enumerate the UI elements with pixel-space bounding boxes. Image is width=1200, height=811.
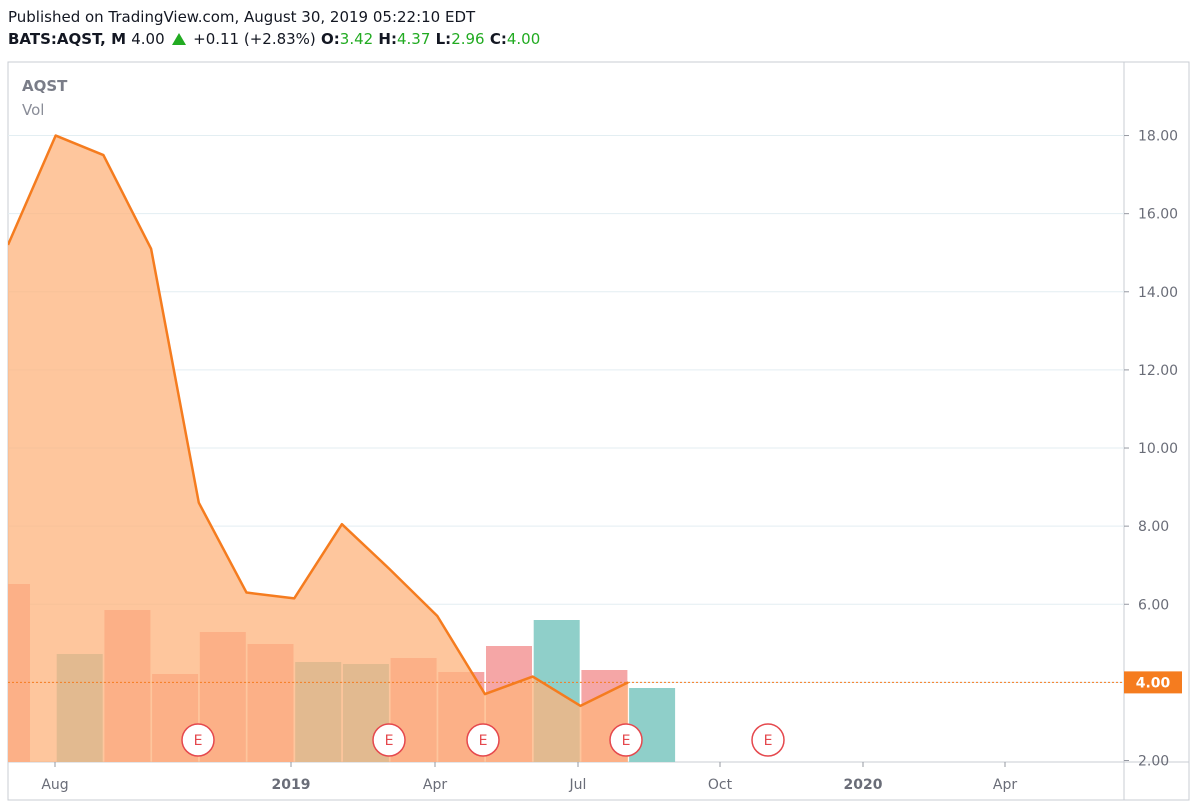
y-tick-label: 16.00 bbox=[1138, 207, 1178, 223]
last-price: 4.00 bbox=[131, 30, 165, 48]
y-tick-label: 2.00 bbox=[1138, 754, 1169, 770]
symbol-label: BATS:AQST, M bbox=[8, 30, 127, 48]
open-label: O: bbox=[321, 30, 340, 48]
up-arrow-icon bbox=[171, 33, 186, 45]
x-tick-label: Jul bbox=[569, 777, 587, 793]
y-tick-label: 18.00 bbox=[1138, 129, 1178, 145]
price-change: +0.11 (+2.83%) bbox=[193, 30, 316, 48]
x-tick-label: Oct bbox=[708, 777, 733, 793]
earnings-marker-label: E bbox=[622, 733, 631, 749]
earnings-marker-label: E bbox=[194, 733, 203, 749]
earnings-marker[interactable] bbox=[751, 723, 785, 757]
y-tick-label: 6.00 bbox=[1138, 597, 1169, 613]
close-label: C: bbox=[489, 30, 507, 48]
price-area bbox=[8, 135, 629, 762]
chart-header: Published on TradingView.com, August 30,… bbox=[8, 6, 1188, 50]
legend-symbol: AQST bbox=[22, 77, 68, 95]
price-line[interactable] bbox=[8, 134, 629, 708]
x-tick-label: 2020 bbox=[844, 777, 883, 793]
earnings-marker-label: E bbox=[479, 733, 488, 749]
earnings-marker-label: E bbox=[764, 733, 773, 749]
open-value: 3.42 bbox=[339, 30, 374, 48]
high-value: 4.37 bbox=[396, 30, 431, 48]
y-tick-label: 10.00 bbox=[1138, 441, 1178, 457]
last-price-tag-label: 4.00 bbox=[1136, 675, 1171, 691]
earnings-marker[interactable] bbox=[372, 723, 406, 757]
earnings-marker[interactable] bbox=[466, 723, 500, 757]
y-tick-label: 8.00 bbox=[1138, 519, 1169, 535]
earnings-marker-label: E bbox=[385, 733, 394, 749]
x-tick-label: Aug bbox=[41, 777, 68, 793]
published-line: Published on TradingView.com, August 30,… bbox=[8, 8, 476, 26]
last-price-tag bbox=[1124, 671, 1182, 694]
high-label: H: bbox=[378, 30, 397, 48]
legend-volume: Vol bbox=[22, 101, 44, 119]
y-tick-label: 14.00 bbox=[1138, 285, 1178, 301]
earnings-marker[interactable] bbox=[181, 723, 215, 757]
x-tick-label: Apr bbox=[423, 777, 447, 793]
close-value: 4.00 bbox=[506, 30, 541, 48]
y-tick-label: 12.00 bbox=[1138, 363, 1178, 379]
x-tick-label: 2019 bbox=[272, 777, 311, 793]
quote-line: BATS:AQST, M 4.00 +0.11 (+2.83%) O:3.42 … bbox=[8, 28, 1188, 50]
earnings-marker[interactable] bbox=[609, 723, 643, 757]
x-tick-label: Apr bbox=[993, 777, 1017, 793]
low-label: L: bbox=[435, 30, 452, 48]
low-value: 2.96 bbox=[451, 30, 485, 48]
